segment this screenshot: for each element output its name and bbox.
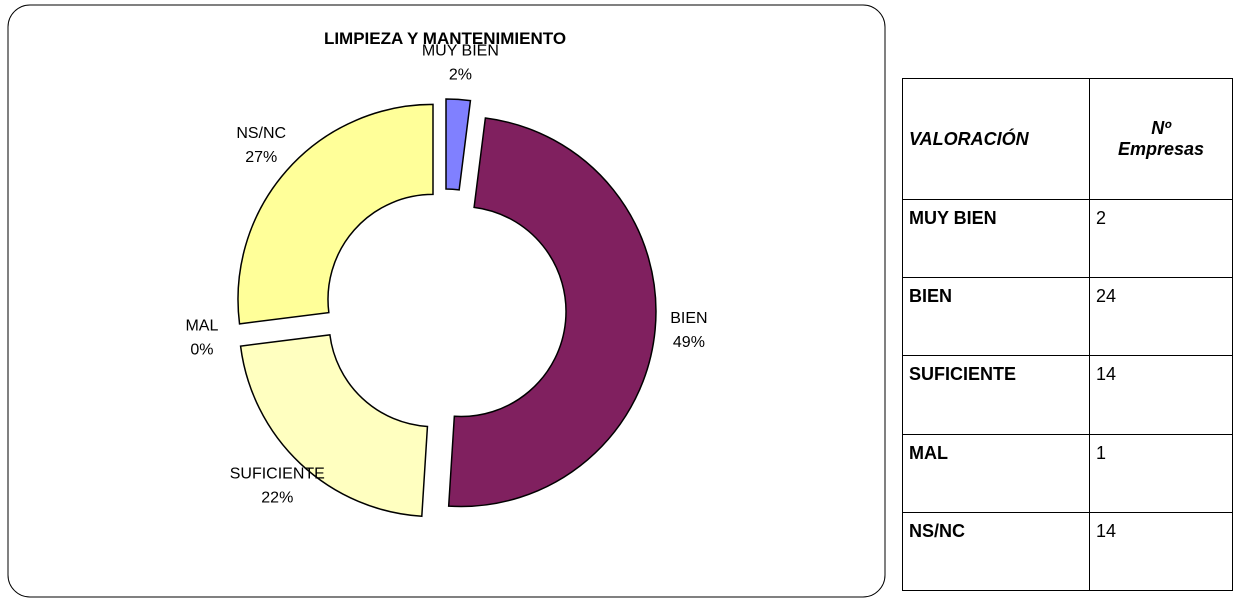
cell: SUFICIENTE <box>902 355 1090 435</box>
header-row: VALORACIÓN Nº Empresas <box>902 78 1233 200</box>
donut-segment <box>447 117 657 508</box>
chart: LIMPIEZA Y MANTENIMIENTO MUY BIEN 2% BIEN 4… <box>7 4 886 598</box>
segment-label: MUY BIEN 2% <box>422 42 499 83</box>
segment-name: MAL <box>185 318 218 335</box>
segment-name: BIEN <box>670 310 707 327</box>
row: SUFICIENTE 14 <box>902 355 1233 435</box>
segment-label: MAL 0% <box>185 318 218 359</box>
chart-frame <box>7 4 886 598</box>
cell: BIEN <box>902 277 1090 357</box>
row: BIEN 24 <box>902 277 1233 357</box>
cell: 1 <box>1089 433 1233 513</box>
cell: 14 <box>1089 511 1233 592</box>
segment-label: NS/NC 27% <box>236 125 286 166</box>
segment-percent: 22% <box>261 490 293 507</box>
cell: MAL <box>902 433 1090 513</box>
row: MUY BIEN 2 <box>902 198 1233 279</box>
segment-name: NS/NC <box>236 125 286 142</box>
cell: 2 <box>1089 198 1233 279</box>
row: MAL 1 <box>902 433 1233 513</box>
cell: 14 <box>1089 355 1233 435</box>
segment-percent: 0% <box>190 342 213 359</box>
data-table: VALORACIÓN Nº Empresas MUY BIEN 2 BIEN 24 … <box>902 78 1233 592</box>
segment-percent: 27% <box>245 149 277 166</box>
cell: MUY BIEN <box>902 198 1090 279</box>
segment-label: BIEN 49% <box>670 310 707 351</box>
cell: 24 <box>1089 277 1233 357</box>
segment-name: MUY BIEN <box>422 42 499 59</box>
donut-segment <box>445 98 472 191</box>
header-cell: VALORACIÓN <box>902 78 1090 200</box>
row: NS/NC 14 <box>902 511 1233 592</box>
segment-percent: 2% <box>449 66 472 83</box>
segment-name: SUFICIENTE <box>230 466 325 483</box>
chart-title: LIMPIEZA Y MANTENIMIENTO <box>324 29 566 48</box>
donut-segment <box>239 333 429 518</box>
header-text: Nº Empresas <box>1117 118 1205 159</box>
header-cell: Nº Empresas <box>1089 78 1233 200</box>
segment-percent: 49% <box>673 334 705 351</box>
donut-segment <box>237 103 434 325</box>
cell: NS/NC <box>902 511 1090 592</box>
segment-label: SUFICIENTE 22% <box>230 466 325 507</box>
